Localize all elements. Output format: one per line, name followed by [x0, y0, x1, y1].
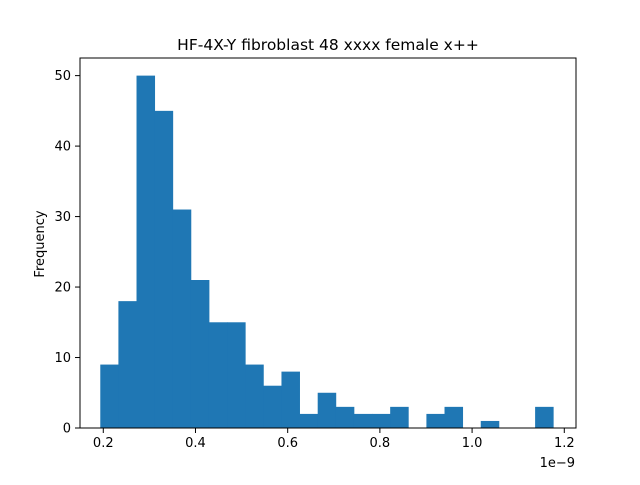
y-tick-label: 20	[54, 281, 71, 296]
histogram-bar	[154, 110, 174, 428]
x-tick-label: 1.2	[554, 436, 575, 451]
plot-frame	[79, 57, 577, 429]
y-axis-label: Frequency	[33, 210, 48, 277]
x-tick-label: 0.2	[93, 436, 114, 451]
histogram-bar	[390, 406, 409, 428]
chart-title: HF-4X-Y fibroblast 48 xxxx female x++	[177, 36, 479, 54]
histogram-bar	[227, 322, 246, 428]
histogram-bar	[208, 322, 228, 428]
y-tick-label: 30	[54, 210, 71, 225]
histogram-bar	[118, 301, 137, 428]
histogram-bar	[263, 385, 282, 428]
histogram-bar	[281, 371, 300, 428]
histogram-bar	[245, 364, 264, 428]
histogram-bar	[372, 413, 391, 428]
histogram-bar	[317, 392, 337, 428]
histogram-bar	[353, 413, 373, 428]
histogram-bar	[136, 75, 156, 428]
y-tick-label: 10	[54, 351, 71, 366]
y-tick-label: 50	[54, 69, 71, 84]
histogram-bar	[190, 280, 210, 428]
histogram-bar	[426, 413, 445, 428]
y-tick-label: 40	[54, 140, 71, 155]
x-tick-label: 1.0	[462, 436, 483, 451]
histogram-bar	[535, 406, 554, 428]
x-tick-label: 0.8	[370, 436, 391, 451]
histogram-bar	[100, 364, 119, 428]
x-tick-label: 0.6	[277, 436, 298, 451]
y-tick-label: 0	[63, 422, 71, 437]
x-axis-offset-label: 1e−9	[540, 456, 575, 471]
axes-frame	[79, 57, 577, 429]
y-axis-ticks: 0 10 20 30 40 50	[54, 69, 80, 437]
x-axis-ticks: 0.2 0.4 0.6 0.8 1.0 1.2	[93, 428, 575, 451]
x-tick-label: 0.4	[185, 436, 206, 451]
histogram-bar	[299, 413, 319, 428]
histogram-bar	[480, 420, 500, 428]
histogram-bar	[335, 406, 355, 428]
histogram-bar	[172, 209, 192, 428]
bars-layer	[100, 75, 554, 428]
histogram-bar	[444, 406, 464, 428]
